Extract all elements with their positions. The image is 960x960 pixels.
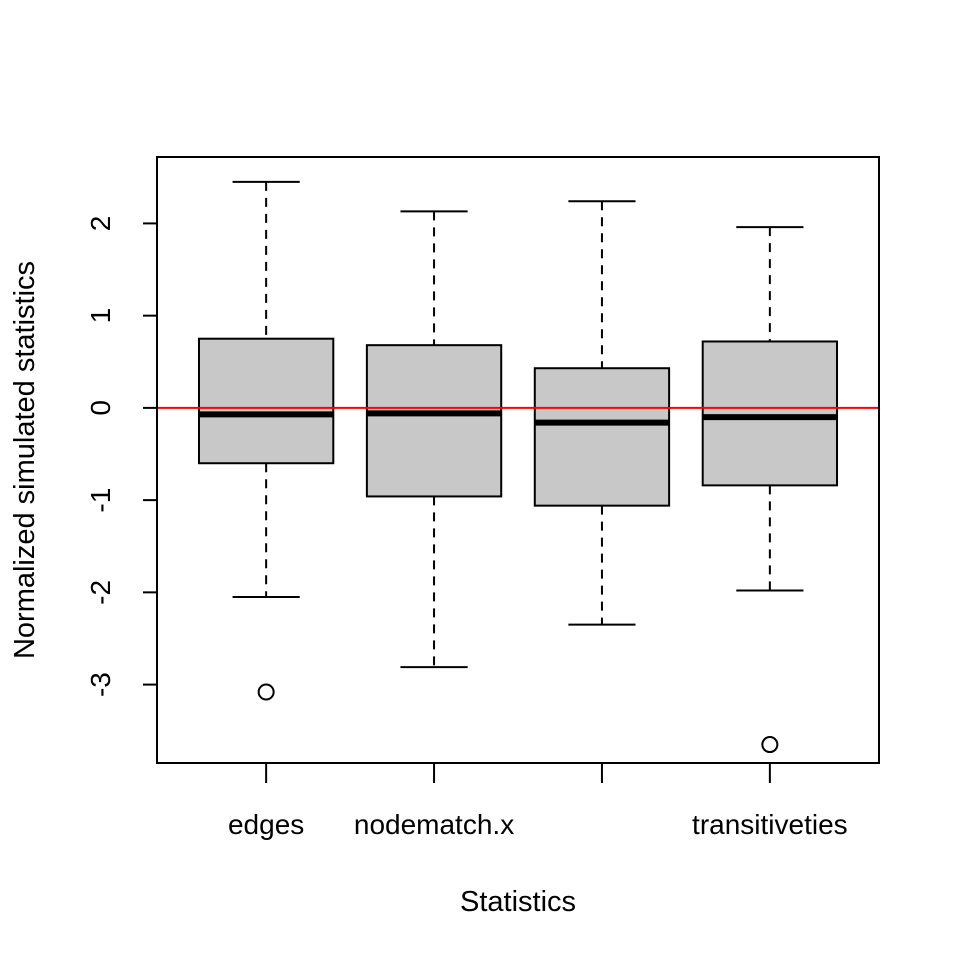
x-tick-label: transitiveties	[692, 809, 848, 840]
box-group	[365, 210, 503, 669]
box-group	[533, 200, 671, 626]
y-tick-label: -3	[85, 672, 116, 697]
y-tick-label: -1	[85, 488, 116, 513]
box-iqr	[365, 344, 503, 498]
y-tick-label: 2	[85, 216, 116, 232]
y-tick-label: -2	[85, 580, 116, 605]
axes: -3 -2 -1 0 1 2 edges nodematch.x transitiveties	[85, 216, 848, 840]
box-iqr	[701, 340, 839, 487]
plot-area	[157, 180, 879, 754]
box-iqr	[533, 367, 671, 507]
box-iqr	[197, 337, 335, 465]
y-axis-label: Normalized simulated statistics	[9, 261, 41, 659]
plot-frame	[156, 156, 880, 764]
x-tick-label: edges	[228, 809, 304, 840]
box-group	[197, 180, 335, 701]
outlier-point	[761, 736, 779, 754]
box-group	[701, 226, 839, 754]
x-axis-label: Statistics	[460, 886, 576, 918]
y-tick-label: 1	[85, 308, 116, 324]
x-tick-label: nodematch.x	[354, 809, 514, 840]
y-tick-label: 0	[85, 400, 116, 416]
outlier-point	[257, 683, 275, 701]
